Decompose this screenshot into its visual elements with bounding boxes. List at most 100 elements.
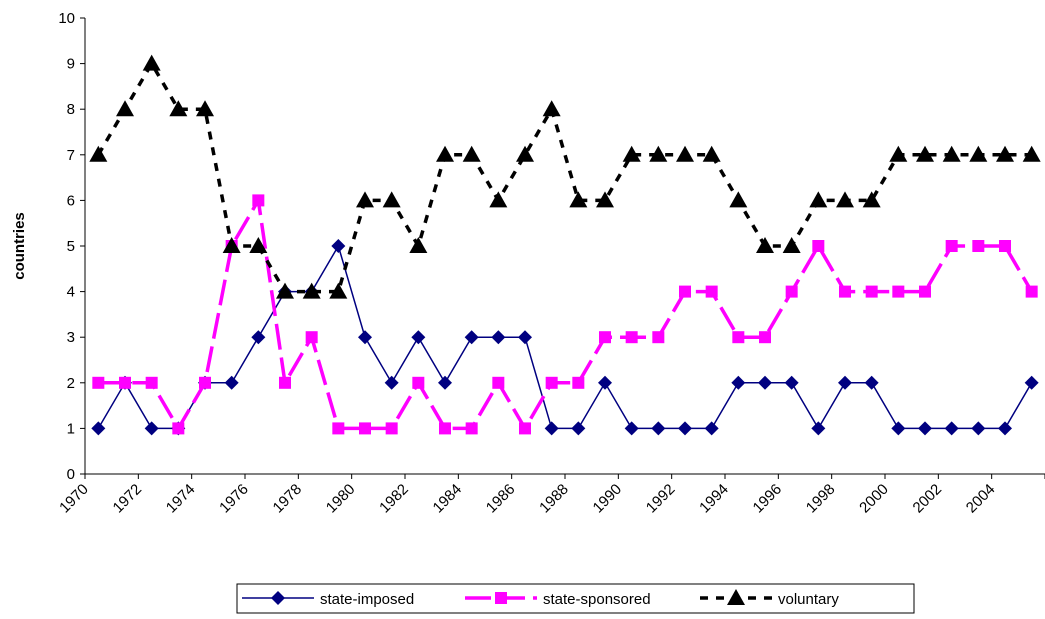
triangle-marker xyxy=(676,145,694,162)
triangle-marker xyxy=(436,145,454,162)
diamond-marker xyxy=(598,375,612,390)
square-marker xyxy=(439,422,451,435)
diamond-marker xyxy=(411,330,426,345)
triangle-marker xyxy=(649,145,668,162)
series-line xyxy=(98,195,1034,432)
triangle-marker xyxy=(249,237,268,253)
diamond-marker xyxy=(358,330,372,345)
diamond-marker xyxy=(144,421,159,436)
series-line xyxy=(97,244,1033,430)
square-marker xyxy=(999,240,1011,252)
legend-box xyxy=(236,583,915,614)
triangle-marker xyxy=(569,191,588,208)
diamond-marker xyxy=(704,421,719,436)
diamond-marker xyxy=(731,375,746,390)
diamond-marker xyxy=(784,375,799,390)
triangle-marker xyxy=(89,145,108,162)
square-marker xyxy=(385,422,398,435)
triangle-marker xyxy=(756,237,774,253)
triangle-marker xyxy=(782,237,801,253)
triangle-marker xyxy=(196,100,214,117)
diamond-marker xyxy=(384,375,399,390)
diamond-marker xyxy=(998,421,1012,436)
square-marker xyxy=(759,331,771,344)
square-marker xyxy=(332,422,345,435)
diamond-marker xyxy=(251,330,266,345)
square-marker xyxy=(865,285,878,298)
legend-label: state-imposed xyxy=(320,591,414,608)
x-tick-label: 1986 xyxy=(483,481,519,517)
diamond-marker xyxy=(944,421,959,436)
diamond-marker xyxy=(91,421,106,436)
triangle-marker xyxy=(276,282,294,299)
triangle-marker xyxy=(329,282,348,299)
square-marker xyxy=(785,285,798,298)
diamond-marker xyxy=(464,330,479,345)
diamond-marker xyxy=(918,421,932,436)
square-marker xyxy=(465,422,478,435)
square-marker xyxy=(145,376,158,389)
square-marker xyxy=(732,331,745,344)
diamond-marker xyxy=(678,421,692,436)
x-tick-label: 1978 xyxy=(270,481,306,517)
square-marker xyxy=(839,285,851,298)
triangle-marker xyxy=(116,100,134,117)
diamond-marker xyxy=(838,375,852,390)
triangle-marker xyxy=(462,145,481,162)
square-marker xyxy=(492,376,505,389)
square-marker xyxy=(495,592,507,604)
x-tick-label: 1988 xyxy=(536,481,572,517)
diamond-marker xyxy=(758,375,772,390)
x-tick-label: 1984 xyxy=(430,481,466,517)
series-line xyxy=(96,60,1032,294)
square-marker xyxy=(519,422,531,435)
triangle-marker xyxy=(1022,145,1041,162)
y-tick-label: 10 xyxy=(58,10,75,27)
square-marker xyxy=(305,331,318,344)
y-tick-label: 3 xyxy=(67,329,75,346)
triangle-marker xyxy=(836,191,854,208)
triangle-marker xyxy=(916,145,934,162)
square-marker xyxy=(919,285,931,298)
triangle-marker xyxy=(302,282,321,299)
x-tick-label: 1970 xyxy=(56,481,92,517)
triangle-marker xyxy=(969,145,988,162)
square-marker xyxy=(599,331,611,344)
triangle-marker xyxy=(729,191,748,208)
triangle-marker xyxy=(622,145,641,162)
y-tick-label: 7 xyxy=(67,147,75,164)
square-marker xyxy=(92,376,105,389)
triangle-marker xyxy=(382,191,401,208)
square-marker xyxy=(652,331,665,344)
triangle-marker xyxy=(489,191,508,208)
diamond-marker xyxy=(864,375,879,390)
square-marker xyxy=(892,285,905,298)
triangle-marker xyxy=(702,145,721,162)
diamond-marker xyxy=(544,421,559,436)
triangle-marker xyxy=(142,54,161,71)
square-marker xyxy=(572,376,585,389)
square-marker xyxy=(252,194,265,207)
diamond-marker xyxy=(891,421,906,436)
diamond-marker xyxy=(1024,375,1039,390)
square-marker xyxy=(119,376,131,389)
triangle-marker xyxy=(169,100,188,117)
y-tick-label: 8 xyxy=(67,101,75,118)
triangle-marker xyxy=(889,145,908,162)
triangle-marker xyxy=(996,145,1014,162)
y-axis-label: countries xyxy=(11,212,28,280)
y-tick-label: 1 xyxy=(67,420,75,437)
x-tick-label: 1976 xyxy=(216,481,252,517)
diamond-marker xyxy=(651,421,666,436)
triangle-marker xyxy=(809,191,828,208)
y-tick-label: 2 xyxy=(67,375,75,392)
square-marker xyxy=(625,331,638,344)
triangle-marker xyxy=(222,237,241,253)
square-marker xyxy=(199,376,211,389)
x-tick-label: 1974 xyxy=(163,481,199,517)
diamond-marker xyxy=(491,330,506,345)
square-marker xyxy=(972,240,985,252)
triangle-marker xyxy=(862,191,881,208)
x-tick-label: 2004 xyxy=(963,481,999,517)
